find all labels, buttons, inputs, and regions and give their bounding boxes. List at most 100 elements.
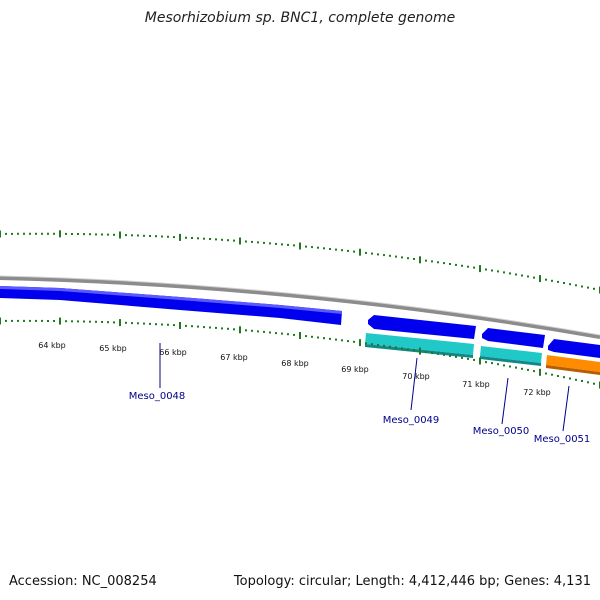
lower-minor-tick (209, 326, 211, 329)
upper-major-tick (479, 265, 481, 273)
lower-minor-tick (569, 377, 571, 380)
lower-minor-tick (293, 333, 295, 336)
lower-minor-tick (491, 362, 493, 365)
lower-minor-tick (149, 322, 151, 325)
gene-feature-meso-0051[interactable] (548, 339, 600, 358)
lower-minor-tick (185, 324, 187, 327)
misc-feature-orange[interactable] (546, 355, 600, 372)
lower-minor-tick (131, 322, 133, 325)
lower-minor-tick (29, 319, 31, 322)
lower-minor-tick (431, 352, 433, 354)
rna-feature-2[interactable] (480, 346, 542, 363)
upper-minor-tick (149, 235, 151, 237)
upper-minor-tick (35, 232, 37, 235)
gene-label-meso-0050[interactable]: Meso_0050 (473, 426, 530, 437)
upper-minor-tick (563, 282, 565, 284)
upper-minor-tick (287, 243, 289, 246)
lower-minor-tick (467, 357, 469, 360)
upper-minor-tick (521, 274, 523, 277)
upper-minor-tick (251, 240, 253, 243)
gene-label-meso-0049[interactable]: Meso_0049 (383, 415, 440, 426)
upper-minor-tick (269, 242, 271, 245)
upper-minor-tick (485, 268, 487, 271)
lower-minor-tick (305, 335, 307, 338)
gene-label-meso-0051[interactable]: Meso_0051 (534, 434, 591, 445)
lower-minor-tick (551, 373, 553, 376)
upper-minor-tick (311, 246, 313, 249)
upper-minor-tick (281, 243, 283, 246)
lower-minor-tick (155, 323, 157, 326)
upper-minor-tick (215, 238, 217, 241)
lower-minor-tick (557, 375, 559, 377)
lower-minor-tick (215, 326, 217, 329)
upper-minor-tick (395, 255, 397, 258)
lower-minor-tick (173, 324, 175, 327)
scale-label-71: 71 kbp (462, 380, 490, 389)
scale-label-72: 72 kbp (523, 388, 551, 397)
upper-minor-tick (335, 248, 337, 251)
upper-minor-tick (5, 232, 7, 235)
rna-feature-1[interactable] (365, 333, 474, 355)
upper-minor-tick (473, 266, 475, 269)
lower-minor-tick (11, 319, 13, 322)
lower-minor-tick (191, 325, 193, 328)
upper-minor-tick (167, 235, 169, 238)
upper-minor-tick (575, 284, 577, 287)
upper-minor-tick (515, 273, 517, 276)
upper-minor-tick (593, 287, 595, 290)
lower-minor-tick (143, 322, 145, 325)
upper-minor-tick (257, 241, 259, 244)
lower-major-tick (479, 357, 481, 365)
leader-meso-0050 (501, 377, 509, 425)
lower-minor-tick (533, 370, 535, 373)
lower-minor-tick (521, 367, 523, 370)
lower-minor-tick (371, 343, 373, 346)
upper-minor-tick (581, 285, 583, 288)
lower-minor-tick (233, 328, 235, 331)
upper-minor-tick (191, 237, 193, 239)
lower-minor-tick (89, 320, 91, 323)
lower-minor-tick (485, 361, 487, 364)
upper-major-tick (419, 256, 421, 264)
lower-minor-tick (323, 337, 325, 340)
upper-minor-tick (305, 245, 307, 248)
lower-minor-tick (335, 338, 337, 341)
lower-minor-tick (401, 347, 403, 350)
lower-minor-tick (329, 337, 331, 340)
lower-minor-tick (473, 358, 475, 361)
lower-tick-track (0, 317, 600, 389)
upper-minor-tick (29, 232, 31, 235)
upper-minor-tick (71, 233, 73, 235)
lower-minor-tick (47, 320, 49, 322)
lower-minor-tick (167, 323, 169, 326)
lower-minor-tick (23, 319, 25, 322)
gene-feature-meso-0048[interactable] (0, 286, 342, 325)
lower-minor-tick (563, 376, 565, 379)
upper-minor-tick (497, 270, 499, 273)
lower-minor-tick (461, 356, 463, 359)
gene-feature-meso-0049[interactable] (368, 315, 476, 339)
upper-minor-tick (17, 232, 19, 235)
upper-minor-tick (353, 250, 355, 253)
upper-minor-tick (95, 233, 97, 236)
upper-minor-tick (569, 283, 571, 286)
gene-feature-meso-0050[interactable] (482, 328, 545, 348)
lower-minor-tick (53, 320, 55, 322)
upper-minor-tick (365, 251, 367, 254)
lower-minor-tick (503, 364, 505, 367)
upper-minor-tick (89, 233, 91, 236)
upper-major-tick (0, 230, 1, 238)
lower-minor-tick (389, 345, 391, 348)
gene-label-meso-0048[interactable]: Meso_0048 (129, 391, 186, 402)
upper-minor-tick (401, 256, 403, 259)
lower-minor-tick (113, 321, 115, 324)
lower-minor-tick (407, 348, 409, 351)
lower-major-tick (359, 339, 361, 347)
lower-minor-tick (65, 320, 67, 323)
lower-minor-tick (365, 342, 367, 345)
upper-minor-tick (113, 233, 115, 236)
lower-minor-tick (17, 319, 19, 322)
upper-minor-tick (533, 276, 535, 279)
map-title: Mesorhizobium sp. BNC1, complete genome (144, 10, 456, 26)
